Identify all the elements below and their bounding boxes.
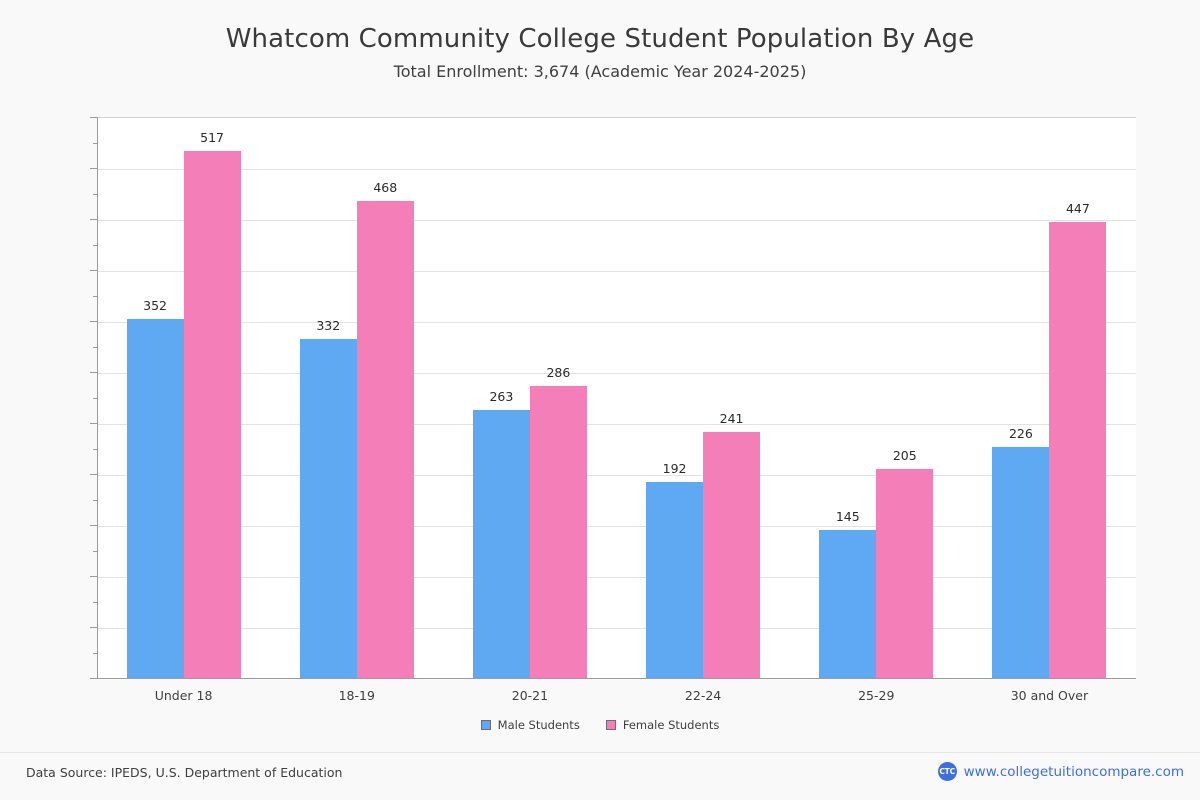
bar-male[interactable] <box>299 339 357 678</box>
y-axis-tick-mark <box>90 270 97 271</box>
gridline <box>97 373 1136 374</box>
x-axis-tick-label: 30 and Over <box>1010 688 1089 703</box>
legend-label-male: Male Students <box>497 718 580 732</box>
gridline <box>97 526 1136 527</box>
x-axis-tick-label: 22-24 <box>684 688 722 703</box>
y-axis-tick-mark <box>90 168 97 169</box>
y-axis-tick-mark <box>90 474 97 475</box>
y-axis-tick-mark <box>90 627 97 628</box>
y-axis-minor-tick <box>93 499 97 501</box>
page-title: Whatcom Community College Student Popula… <box>225 24 975 54</box>
bar-female[interactable] <box>529 386 587 678</box>
bar-female[interactable] <box>876 468 934 678</box>
bar-value-label: 192 <box>662 461 687 477</box>
bar-value-label: 517 <box>200 129 225 145</box>
y-axis-line <box>97 117 98 679</box>
y-axis-minor-tick <box>93 346 97 348</box>
y-axis-tick-mark <box>90 678 97 679</box>
y-axis-minor-tick <box>93 652 97 654</box>
bar-female[interactable] <box>356 200 414 678</box>
bar-value-label: 241 <box>719 411 744 427</box>
bar-value-label: 226 <box>1008 426 1033 442</box>
bar-male[interactable] <box>992 447 1050 678</box>
y-axis-tick-mark <box>90 525 97 526</box>
bar-value-label: 352 <box>143 297 168 313</box>
ctc-logo-icon: CTC <box>937 762 957 781</box>
bar-female[interactable] <box>183 150 241 678</box>
y-axis-minor-tick <box>93 601 97 603</box>
x-axis-tick-label: 18-19 <box>338 688 375 703</box>
x-axis-tick-label: 25-29 <box>858 688 895 703</box>
gridline <box>97 424 1136 425</box>
site-url-link[interactable]: www.collegetuitioncompare.com <box>963 763 1184 780</box>
plot-area <box>97 117 1136 678</box>
bar-male[interactable] <box>126 318 184 678</box>
bar-value-label: 286 <box>546 365 571 381</box>
legend-item-female[interactable]: Female Students <box>605 718 720 732</box>
y-axis-tick-mark <box>90 576 97 577</box>
bar-male[interactable] <box>819 530 877 678</box>
y-axis-tick-mark <box>90 372 97 373</box>
site-credit[interactable]: CTC www.collegetuitioncompare.com <box>937 762 1184 781</box>
bar-female[interactable] <box>1049 222 1107 678</box>
y-axis-tick-mark <box>90 321 97 322</box>
chart-legend: Male Students Female Students <box>0 718 1200 732</box>
y-axis-tick-mark <box>90 117 97 118</box>
x-axis-line <box>97 678 1136 679</box>
chart-subtitle: Total Enrollment: 3,674 (Academic Year 2… <box>393 62 807 81</box>
legend-label-female: Female Students <box>622 718 720 732</box>
y-axis-tick-mark <box>90 219 97 220</box>
x-axis-tick-label: Under 18 <box>154 688 213 703</box>
bar-value-label: 145 <box>835 509 860 525</box>
y-axis-minor-tick <box>93 448 97 450</box>
data-source-note: Data Source: IPEDS, U.S. Department of E… <box>26 765 343 780</box>
bar-male[interactable] <box>472 409 530 678</box>
bar-value-label: 468 <box>373 179 398 195</box>
bar-value-label: 447 <box>1065 201 1090 217</box>
gridline <box>97 271 1136 272</box>
x-axis-tick-label: 20-21 <box>511 688 549 703</box>
gridline <box>97 322 1136 323</box>
gridline <box>97 220 1136 221</box>
y-axis-minor-tick <box>93 295 97 297</box>
legend-swatch-female-icon <box>605 720 616 730</box>
bar-value-label: 263 <box>489 388 514 404</box>
y-axis-minor-tick <box>93 193 97 195</box>
legend-swatch-male-icon <box>480 720 491 730</box>
y-axis-tick-mark <box>90 423 97 424</box>
footer-divider <box>0 752 1200 753</box>
bar-male[interactable] <box>646 482 704 678</box>
gridline <box>97 577 1136 578</box>
y-axis-minor-tick <box>93 244 97 246</box>
gridline <box>97 169 1136 170</box>
y-axis-minor-tick <box>93 397 97 399</box>
y-axis-minor-tick <box>93 550 97 552</box>
bar-value-label: 332 <box>316 318 341 334</box>
bar-value-label: 205 <box>892 447 917 463</box>
gridline <box>97 475 1136 476</box>
y-axis-minor-tick <box>93 142 97 144</box>
gridline <box>97 628 1136 629</box>
legend-item-male[interactable]: Male Students <box>480 718 580 732</box>
bar-female[interactable] <box>703 432 761 678</box>
